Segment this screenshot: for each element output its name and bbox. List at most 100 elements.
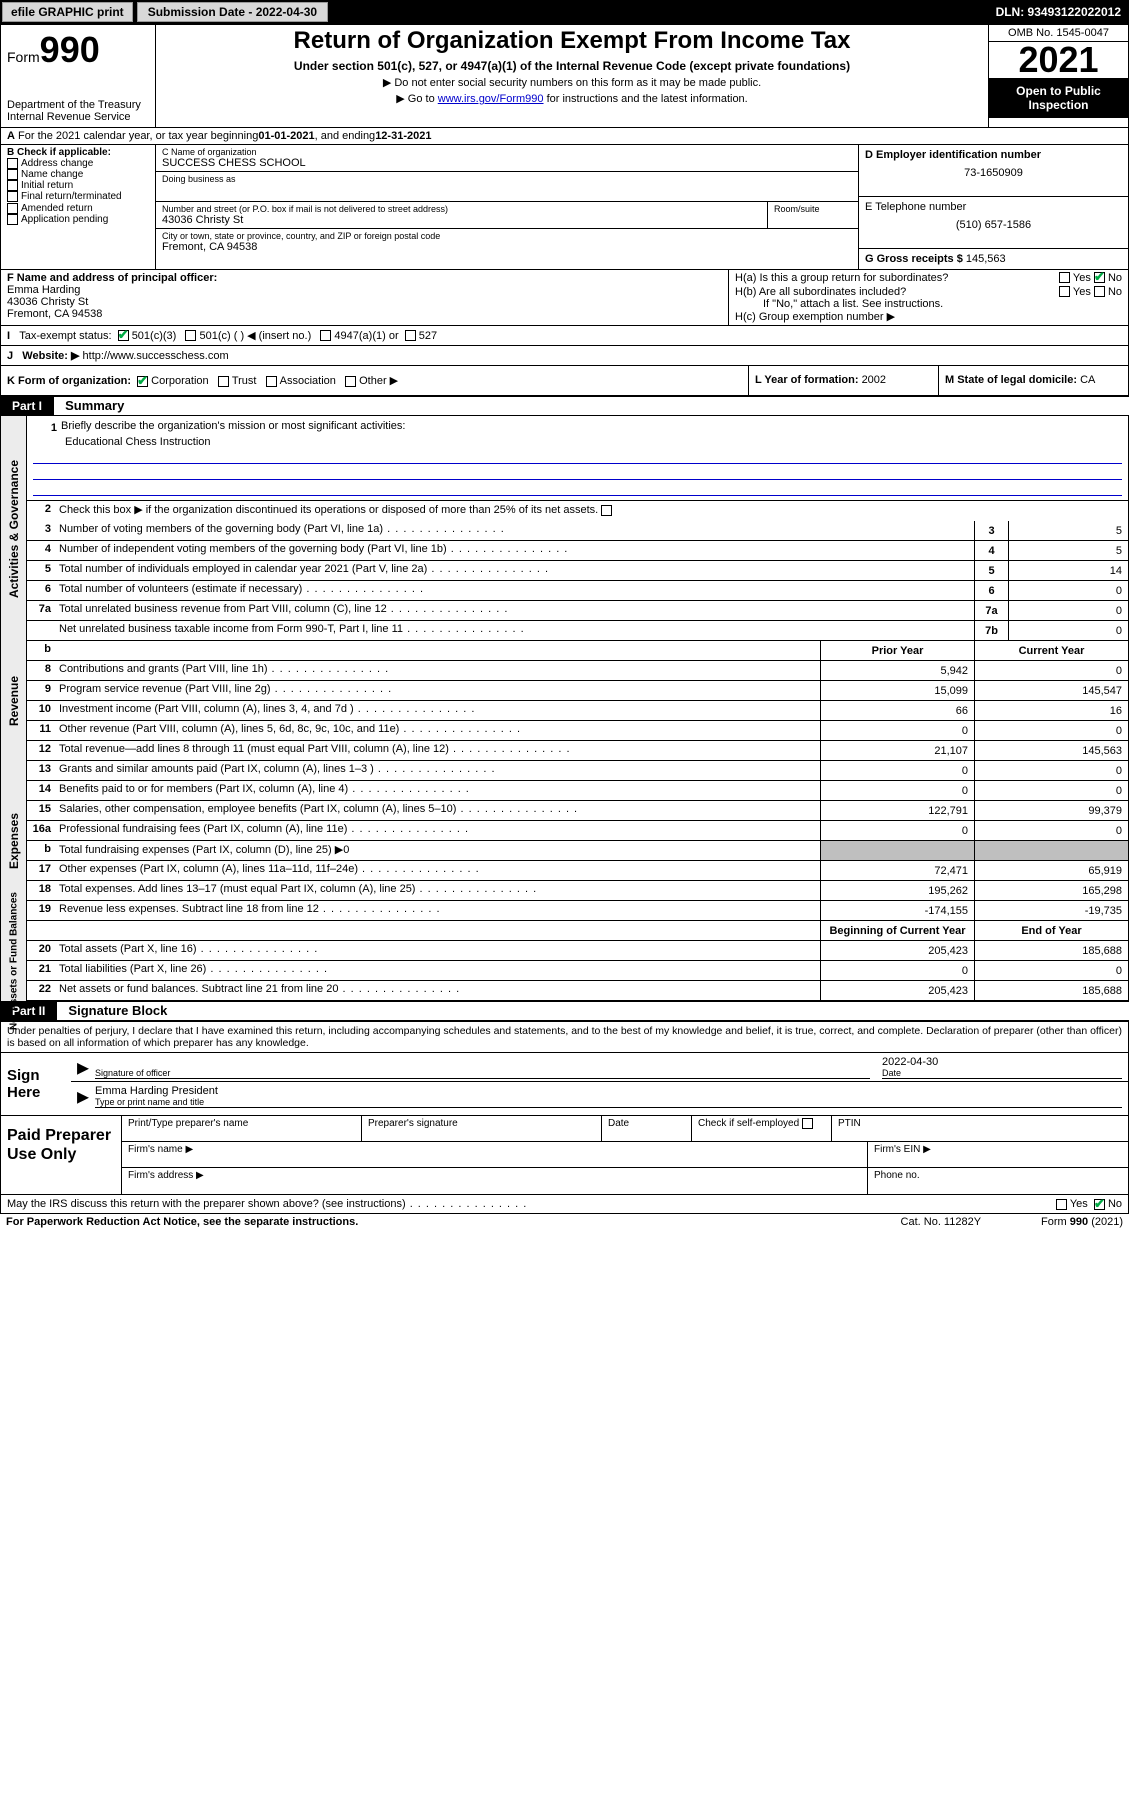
current-year-header: Current Year xyxy=(974,641,1128,660)
discuss-no[interactable] xyxy=(1094,1199,1105,1210)
prior-year-value: 0 xyxy=(820,721,974,740)
prior-year-value: 0 xyxy=(820,961,974,980)
line-desc: Total unrelated business revenue from Pa… xyxy=(55,601,974,620)
signature-block: Under penalties of perjury, I declare th… xyxy=(0,1020,1129,1195)
org-name-label: C Name of organization xyxy=(162,147,852,157)
summary-line: 20 Total assets (Part X, line 16) 205,42… xyxy=(27,941,1128,961)
line-value: 0 xyxy=(1008,581,1128,600)
checkbox-name-change[interactable] xyxy=(7,169,18,180)
summary-line: 12 Total revenue—add lines 8 through 11 … xyxy=(27,741,1128,761)
row-fh: F Name and address of principal officer:… xyxy=(0,270,1129,326)
check-self-employed[interactable] xyxy=(802,1118,813,1129)
part1-title: Summary xyxy=(57,398,124,413)
mission-rule xyxy=(33,466,1122,480)
date-label: Date xyxy=(882,1068,1122,1078)
checkbox-amended[interactable] xyxy=(7,203,18,214)
current-year-value: 65,919 xyxy=(974,861,1128,880)
ha-yes[interactable] xyxy=(1059,272,1070,283)
check-501c3[interactable] xyxy=(118,330,129,341)
ha-label: H(a) Is this a group return for subordin… xyxy=(735,272,1059,284)
firm-addr-label: Firm's address ▶ xyxy=(122,1168,868,1194)
discuss-yes[interactable] xyxy=(1056,1199,1067,1210)
preparer-date-label: Date xyxy=(602,1116,692,1141)
check-501c[interactable] xyxy=(185,330,196,341)
vtab-revenue: Revenue xyxy=(7,676,21,726)
check-4947[interactable] xyxy=(320,330,331,341)
check-trust[interactable] xyxy=(218,376,229,387)
prior-year-value: 72,471 xyxy=(820,861,974,880)
arrow-icon: ▶ xyxy=(77,1055,95,1079)
street-address: 43036 Christy St xyxy=(162,214,761,226)
dln: DLN: 93493122022012 xyxy=(996,5,1127,19)
line-desc: Investment income (Part VIII, column (A)… xyxy=(55,701,820,720)
col-b-checkboxes: B Check if applicable: Address change Na… xyxy=(1,145,156,269)
part2-title: Signature Block xyxy=(60,1003,167,1018)
summary-line: 11 Other revenue (Part VIII, column (A),… xyxy=(27,721,1128,741)
line-desc: Benefits paid to or for members (Part IX… xyxy=(55,781,820,800)
city-state-zip: Fremont, CA 94538 xyxy=(162,241,852,253)
ein-label: D Employer identification number xyxy=(865,149,1122,161)
row-klm: K Form of organization: Corporation Trus… xyxy=(0,366,1129,397)
current-year-value: 165,298 xyxy=(974,881,1128,900)
officer-addr2: Fremont, CA 94538 xyxy=(7,308,722,320)
sign-here-label: Sign Here xyxy=(1,1053,71,1115)
line-ref: 5 xyxy=(974,561,1008,580)
prior-year-value: 195,262 xyxy=(820,881,974,900)
line-value: 0 xyxy=(1008,621,1128,640)
col-c-org-info: C Name of organization SUCCESS CHESS SCH… xyxy=(156,145,858,269)
summary-line: 19 Revenue less expenses. Subtract line … xyxy=(27,901,1128,921)
vtab-netassets: Net Assets or Fund Balances xyxy=(8,892,19,1030)
check-association[interactable] xyxy=(266,376,277,387)
line-desc: Professional fundraising fees (Part IX, … xyxy=(55,821,820,840)
room-label: Room/suite xyxy=(774,204,852,214)
open-to-public: Open to Public Inspection xyxy=(989,78,1128,118)
submission-date: Submission Date - 2022-04-30 xyxy=(137,2,328,22)
current-year-value: 0 xyxy=(974,961,1128,980)
prior-year-value: 0 xyxy=(820,821,974,840)
section-governance: Activities & Governance 1Briefly describ… xyxy=(0,415,1129,641)
arrow-icon: ▶ xyxy=(77,1084,95,1108)
summary-line: 15 Salaries, other compensation, employe… xyxy=(27,801,1128,821)
check-corporation[interactable] xyxy=(137,376,148,387)
efile-print-button[interactable]: efile GRAPHIC print xyxy=(2,2,133,22)
gross-receipts-value: 145,563 xyxy=(966,253,1006,265)
check-discontinued[interactable] xyxy=(601,505,612,516)
line-ref: 7b xyxy=(974,621,1008,640)
line-desc: Total assets (Part X, line 16) xyxy=(55,941,820,960)
check-other[interactable] xyxy=(345,376,356,387)
row-i-tax-status: I Tax-exempt status: 501(c)(3) 501(c) ( … xyxy=(0,326,1129,346)
part1-header-row: Part I Summary xyxy=(0,397,1129,415)
hb-yes[interactable] xyxy=(1059,286,1070,297)
prior-year-value: -174,155 xyxy=(820,901,974,920)
current-year-value: -19,735 xyxy=(974,901,1128,920)
paid-preparer-label: Paid Preparer Use Only xyxy=(1,1116,121,1194)
line-value: 14 xyxy=(1008,561,1128,580)
checkbox-address-change[interactable] xyxy=(7,158,18,169)
sig-officer-label: Signature of officer xyxy=(95,1068,870,1078)
instructions-link[interactable]: www.irs.gov/Form990 xyxy=(438,93,544,105)
form-subtitle-3: ▶ Go to www.irs.gov/Form990 for instruct… xyxy=(164,92,980,105)
ha-no[interactable] xyxy=(1094,272,1105,283)
current-year-value: 99,379 xyxy=(974,801,1128,820)
section-revenue: Revenue b Prior Year Current Year 8 Cont… xyxy=(0,641,1129,761)
part1-tab: Part I xyxy=(0,397,54,415)
line-desc: Grants and similar amounts paid (Part IX… xyxy=(55,761,820,780)
current-year-value: 0 xyxy=(974,821,1128,840)
org-name: SUCCESS CHESS SCHOOL xyxy=(162,157,852,169)
checkbox-final-return[interactable] xyxy=(7,191,18,202)
current-year-value: 145,563 xyxy=(974,741,1128,760)
line-desc: Other revenue (Part VIII, column (A), li… xyxy=(55,721,820,740)
checkbox-initial-return[interactable] xyxy=(7,180,18,191)
line-value: 5 xyxy=(1008,541,1128,560)
perjury-statement: Under penalties of perjury, I declare th… xyxy=(1,1022,1128,1052)
officer-addr1: 43036 Christy St xyxy=(7,296,722,308)
current-year-value: 145,547 xyxy=(974,681,1128,700)
checkbox-application-pending[interactable] xyxy=(7,214,18,225)
check-527[interactable] xyxy=(405,330,416,341)
phone-label: E Telephone number xyxy=(865,201,1122,213)
cat-no: Cat. No. 11282Y xyxy=(901,1216,982,1228)
summary-line: 9 Program service revenue (Part VIII, li… xyxy=(27,681,1128,701)
hb-no[interactable] xyxy=(1094,286,1105,297)
website-url: http://www.successchess.com xyxy=(83,350,229,362)
line-desc: Other expenses (Part IX, column (A), lin… xyxy=(55,861,820,880)
